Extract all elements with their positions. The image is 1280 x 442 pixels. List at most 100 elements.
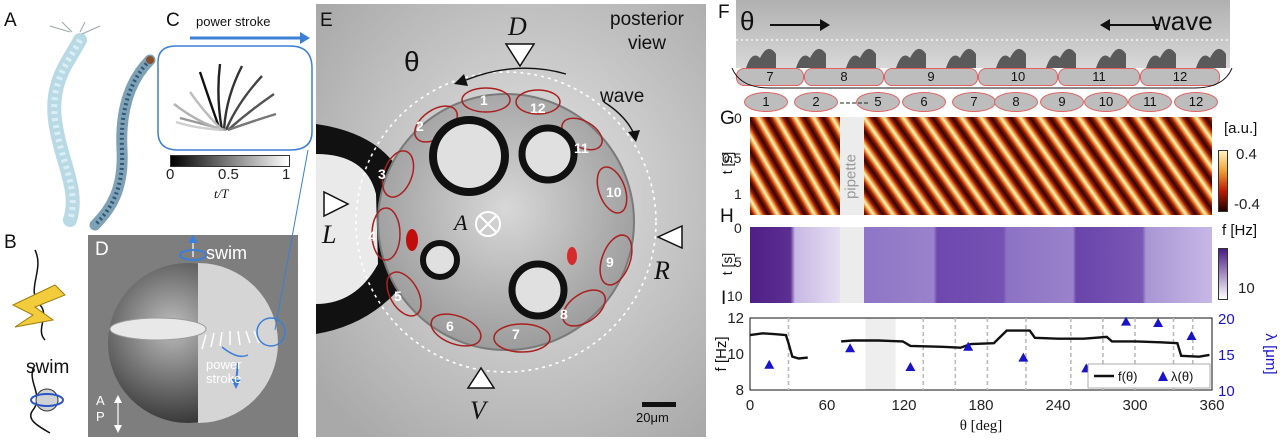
legend-label: λ(θ): [1171, 369, 1193, 384]
panel-c-power-stroke-label: power stroke: [196, 14, 271, 29]
colorbar-g: [1218, 150, 1228, 212]
series-line-f: [749, 332, 808, 360]
freq-map-left: [750, 227, 840, 303]
x-tick-label: 60: [819, 397, 836, 414]
panel-c-colorbar-tick: 1: [282, 166, 291, 183]
panel-g-ytick: 0: [734, 110, 742, 126]
frequency-wavelength-chart: 0 60 120 180 240 300 360 8 10 12 10 15 20 θ [deg] f [H…: [713, 310, 1279, 434]
pipette-band-h: [840, 227, 864, 303]
panel-g-ytick: 1: [734, 186, 742, 202]
cilia-strip-texture: [736, 39, 1230, 68]
x-tick-label: 360: [1199, 397, 1224, 414]
y-tick-label: 12: [727, 310, 744, 327]
cilia-number-label: 7: [512, 326, 520, 342]
cilia-number-label: 11: [574, 140, 589, 156]
y2-tick-label: 20: [1218, 311, 1235, 328]
panel-f-row1-label: 10: [978, 68, 1058, 86]
lambda-marker: [963, 341, 974, 351]
panel-d-power-stroke-label: power stroke: [206, 357, 242, 386]
panel-f-wave-label: wave: [1152, 6, 1213, 36]
y2-tick-label: 15: [1218, 347, 1235, 364]
panel-f-row2-label: 11: [1128, 92, 1172, 112]
sem-micrograph: D swim power stroke A P: [88, 235, 298, 437]
panel-f-row2-label: 5: [856, 92, 900, 112]
y-axis-label: f [Hz]: [713, 336, 730, 371]
y-tick-label: 10: [727, 346, 744, 363]
panel-b-swim-label: swim: [26, 357, 70, 378]
lambda-marker: [764, 359, 775, 369]
panel-f-row1-label: 11: [1058, 68, 1140, 86]
panel-f-row1-label: 12: [1140, 68, 1220, 86]
marker-l-label: L: [322, 220, 337, 249]
larva-sem: [108, 235, 286, 433]
cilia-number-label: 9: [606, 254, 614, 270]
x-tick-label: 180: [968, 397, 993, 414]
panel-label-h: H: [720, 206, 734, 227]
kymograph-left: [750, 117, 840, 215]
cilia-number-label: 12: [530, 100, 546, 116]
cilia-number-label: 5: [394, 288, 402, 304]
panel-label-e: E: [320, 10, 333, 31]
legend-triangle-icon: [1158, 371, 1168, 381]
cilia-number-label: 4: [368, 228, 376, 244]
pipette-label: pipette: [842, 153, 860, 200]
legend-label: f(θ): [1118, 369, 1138, 384]
lambda-marker: [1121, 316, 1132, 326]
panel-g-colorbar-tick: 0.4: [1236, 146, 1257, 163]
panel-f-row1-label: 9: [884, 68, 978, 86]
panel-d-axis-a: A: [96, 393, 105, 408]
x-axis-label: θ [deg]: [960, 418, 1003, 434]
y-tick-label: 8: [736, 382, 744, 399]
panel-f-row2-label: 2: [794, 92, 838, 112]
cilia-number-label: 10: [606, 184, 622, 200]
panel-f-row2-dashes: [840, 102, 870, 104]
panel-f-row1-label: 7: [736, 68, 804, 86]
panel-f-row2-label: 6: [902, 92, 946, 112]
panel-label-b: B: [4, 232, 17, 253]
cilia-strip-image: θ wave: [736, 0, 1230, 68]
panel-label-c: C: [166, 10, 180, 31]
panel-h-colorbar-label: f [Hz]: [1222, 222, 1258, 239]
panel-c-colorbar-label: t/T: [214, 186, 229, 201]
pipette-band: [840, 117, 864, 215]
panel-h-ytick: 5: [734, 254, 742, 270]
y2-tick-label: 10: [1218, 383, 1235, 400]
panel-g-colorbar-tick: -0.4: [1234, 196, 1260, 213]
panel-c-colorbar: [170, 155, 290, 167]
panel-f-bracket: [731, 67, 1233, 89]
freq-map-right: [864, 227, 1212, 303]
panel-h-colorbar-tick: 10: [1238, 280, 1255, 297]
panel-c-colorbar-tick: 0.5: [218, 166, 239, 183]
x-tick-label: 120: [891, 397, 916, 414]
panel-label-a: A: [4, 10, 17, 31]
scale-bar-label: 20μm: [636, 410, 669, 425]
marker-v-label: V: [470, 396, 486, 425]
lambda-marker: [1186, 331, 1197, 340]
panel-h-ylabel: t [s]: [719, 252, 735, 276]
panel-f-row1-label: 8: [804, 68, 884, 86]
panel-label-i: I: [721, 288, 727, 309]
kymograph-right: [864, 117, 1212, 215]
swim-trajectory-sketch: [11, 249, 66, 434]
pipette-band-i: [865, 318, 896, 390]
panel-h-ytick: 10: [727, 288, 743, 304]
panel-e-view-label: posterior view: [610, 9, 684, 54]
cilia-number-label: 8: [560, 306, 568, 322]
lambda-marker: [905, 361, 916, 371]
panel-g-ytick: 0.5: [722, 150, 742, 166]
panel-f-theta-label: θ: [740, 6, 755, 36]
x-tick-label: 0: [746, 397, 754, 414]
panel-f-row2-label: 8: [994, 92, 1038, 112]
cilia-number-label: 3: [378, 166, 386, 182]
y2-axis-label: λ [μm]: [1262, 333, 1279, 374]
marker-a-label: A: [454, 210, 468, 235]
panel-g-colorbar-label: [a.u.]: [1224, 120, 1258, 137]
panel-d-swim-label: swim: [206, 243, 247, 263]
power-stroke-arrow: [190, 32, 310, 44]
colorbar-h: [1218, 248, 1228, 300]
panel-f-arrows: [770, 19, 1160, 31]
cilium-beat-diagram: [157, 45, 313, 151]
panel-f-row2-label: 9: [1040, 92, 1084, 112]
panel-d-axis-p: P: [96, 409, 105, 424]
panel-label-d: D: [95, 239, 109, 260]
